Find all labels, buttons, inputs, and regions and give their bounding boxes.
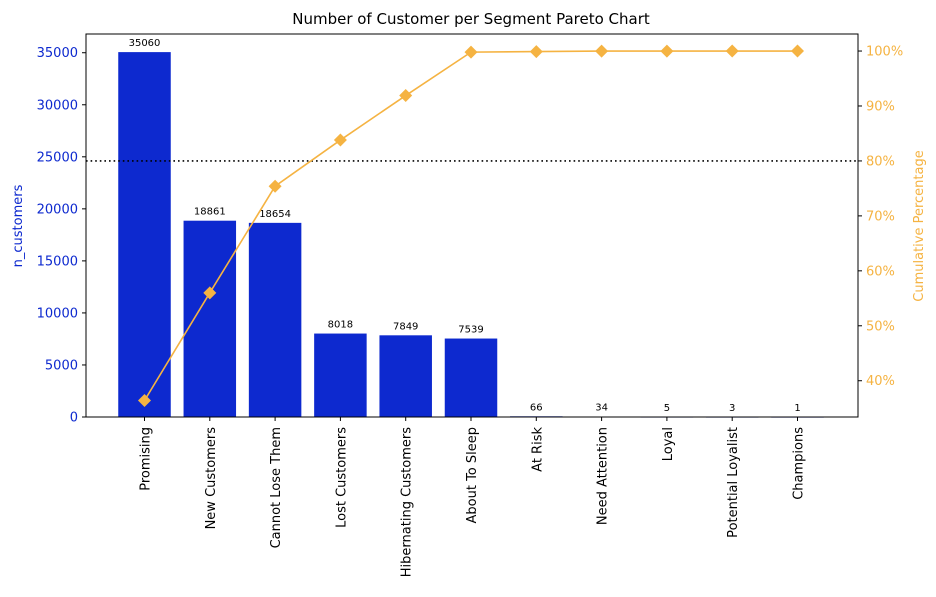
bar-1 <box>183 220 237 417</box>
x-tick-label-7: Need Attention <box>596 427 611 525</box>
right-tick-label-6: 100% <box>866 45 903 60</box>
right-tick-label-2: 60% <box>866 264 895 279</box>
x-tick-label-3: Lost Customers <box>334 427 349 528</box>
bar-data-label-8: 5 <box>664 403 670 414</box>
x-tick-label-2: Cannot Lose Them <box>269 427 284 548</box>
right-tick-label-1: 50% <box>866 319 895 334</box>
bar-0 <box>118 52 171 417</box>
cumulative-point-4 <box>399 89 413 103</box>
cumulative-point-6 <box>529 45 543 59</box>
x-axis: Promising New Customers Cannot Lose Them Lo… <box>139 417 807 577</box>
x-tick-label-10: Champions <box>792 427 807 500</box>
cumulative-point-7 <box>595 44 609 58</box>
bar-data-label-1: 18861 <box>194 207 226 218</box>
x-tick-label-1: New Customers <box>204 427 219 530</box>
left-tick-label-4: 20000 <box>37 202 78 217</box>
cumulative-point-10 <box>791 44 804 58</box>
right-tick-label-3: 70% <box>866 209 895 224</box>
bar-5 <box>444 338 498 417</box>
bar-data-label-0: 35060 <box>129 38 161 49</box>
bar-data-label-3: 8018 <box>328 320 353 331</box>
x-tick-label-4: Hibernating Customers <box>400 427 415 577</box>
left-y-axis: 0 5000 10000 15000 20000 25000 30000 35000 <box>37 46 86 426</box>
right-tick-label-0: 40% <box>866 374 895 389</box>
left-tick-label-7: 35000 <box>37 46 78 61</box>
bar-data-label-9: 3 <box>729 403 735 414</box>
bar-4 <box>379 335 432 417</box>
y-axis-label-left: n_customers <box>11 184 26 267</box>
cumulative-point-3 <box>333 133 347 147</box>
cumulative-line-group <box>138 44 804 408</box>
x-tick-label-0: Promising <box>139 427 154 491</box>
x-tick-label-9: Potential Loyalist <box>726 427 741 538</box>
bar-data-label-6: 66 <box>530 402 543 413</box>
cumulative-point-0 <box>138 394 151 408</box>
bar-data-label-4: 7849 <box>393 321 418 332</box>
left-tick-label-2: 10000 <box>37 306 78 321</box>
right-y-axis: 40% 50% 60% 70% 80% 90% 100% <box>858 45 903 389</box>
bar-2 <box>248 222 302 417</box>
y-axis-label-right: Cumulative Percentage <box>912 150 927 301</box>
x-tick-label-6: At Risk <box>530 427 545 472</box>
bar-data-label-2: 18654 <box>259 209 291 220</box>
plot-frame <box>85 33 859 418</box>
x-tick-label-8: Loyal <box>661 427 676 461</box>
bars-group <box>118 52 824 418</box>
cumulative-point-5 <box>464 45 478 59</box>
bar-data-label-10: 1 <box>794 403 800 414</box>
right-tick-label-4: 80% <box>866 154 895 169</box>
cumulative-point-8 <box>660 44 674 58</box>
data-labels-group: 35060 18861 18654 8018 7849 7539 66 34 5 3 1 <box>129 38 801 414</box>
left-tick-label-1: 5000 <box>45 358 78 373</box>
left-tick-label-6: 30000 <box>37 98 78 113</box>
chart-title: Number of Customer per Segment Pareto Ch… <box>292 10 650 28</box>
left-tick-label-0: 0 <box>70 411 78 426</box>
cumulative-point-1 <box>203 286 217 300</box>
bar-3 <box>314 333 367 417</box>
left-tick-label-5: 25000 <box>37 150 78 165</box>
cumulative-point-2 <box>268 179 282 193</box>
cumulative-point-9 <box>725 44 739 58</box>
bar-data-label-7: 34 <box>595 403 608 414</box>
right-tick-label-5: 90% <box>866 99 895 114</box>
left-tick-label-3: 15000 <box>37 254 78 269</box>
bar-data-label-5: 7539 <box>458 325 483 336</box>
x-tick-label-5: About To Sleep <box>465 427 480 524</box>
